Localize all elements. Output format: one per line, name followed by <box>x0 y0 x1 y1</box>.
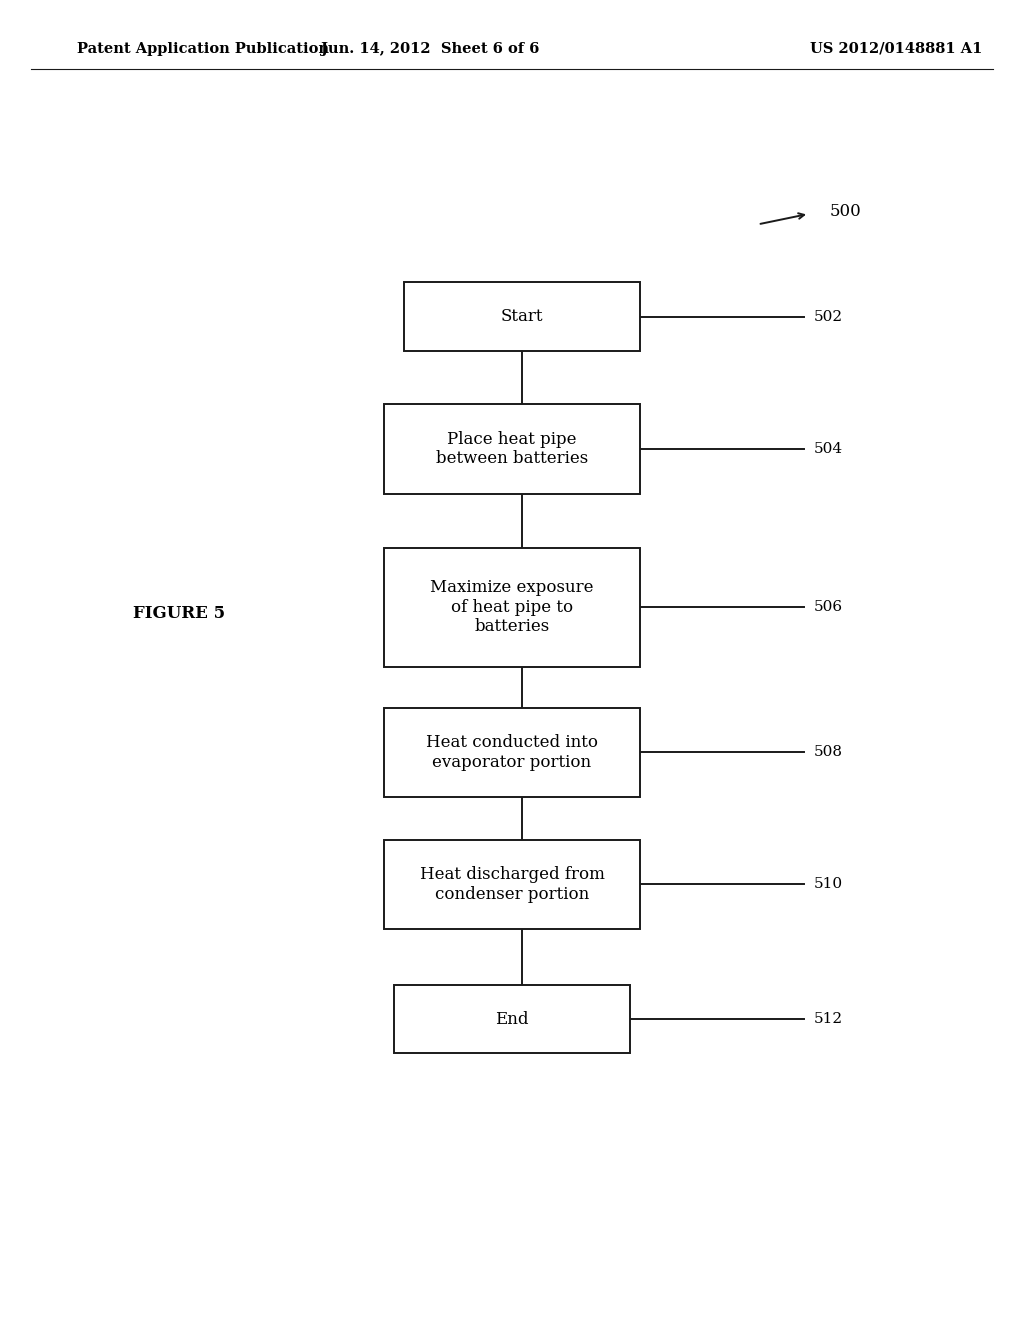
Bar <box>384 404 640 494</box>
Bar <box>384 708 640 797</box>
Text: 506: 506 <box>814 601 843 614</box>
Text: Heat discharged from
condenser portion: Heat discharged from condenser portion <box>420 866 604 903</box>
Text: FIGURE 5: FIGURE 5 <box>133 606 225 622</box>
Text: End: End <box>496 1011 528 1027</box>
Text: Jun. 14, 2012  Sheet 6 of 6: Jun. 14, 2012 Sheet 6 of 6 <box>321 42 540 55</box>
Text: 504: 504 <box>814 442 843 455</box>
Text: Maximize exposure
of heat pipe to
batteries: Maximize exposure of heat pipe to batter… <box>430 579 594 635</box>
Text: 502: 502 <box>814 310 843 323</box>
Text: Heat conducted into
evaporator portion: Heat conducted into evaporator portion <box>426 734 598 771</box>
Text: 510: 510 <box>814 878 843 891</box>
Text: 512: 512 <box>814 1012 843 1026</box>
Text: Patent Application Publication: Patent Application Publication <box>77 42 329 55</box>
Text: US 2012/0148881 A1: US 2012/0148881 A1 <box>810 42 982 55</box>
Text: Place heat pipe
between batteries: Place heat pipe between batteries <box>436 430 588 467</box>
Bar <box>384 840 640 929</box>
Bar <box>384 548 640 667</box>
Text: Start: Start <box>501 309 544 325</box>
Text: 500: 500 <box>829 203 861 219</box>
Bar <box>394 985 630 1053</box>
Bar <box>404 282 640 351</box>
Text: 508: 508 <box>814 746 843 759</box>
